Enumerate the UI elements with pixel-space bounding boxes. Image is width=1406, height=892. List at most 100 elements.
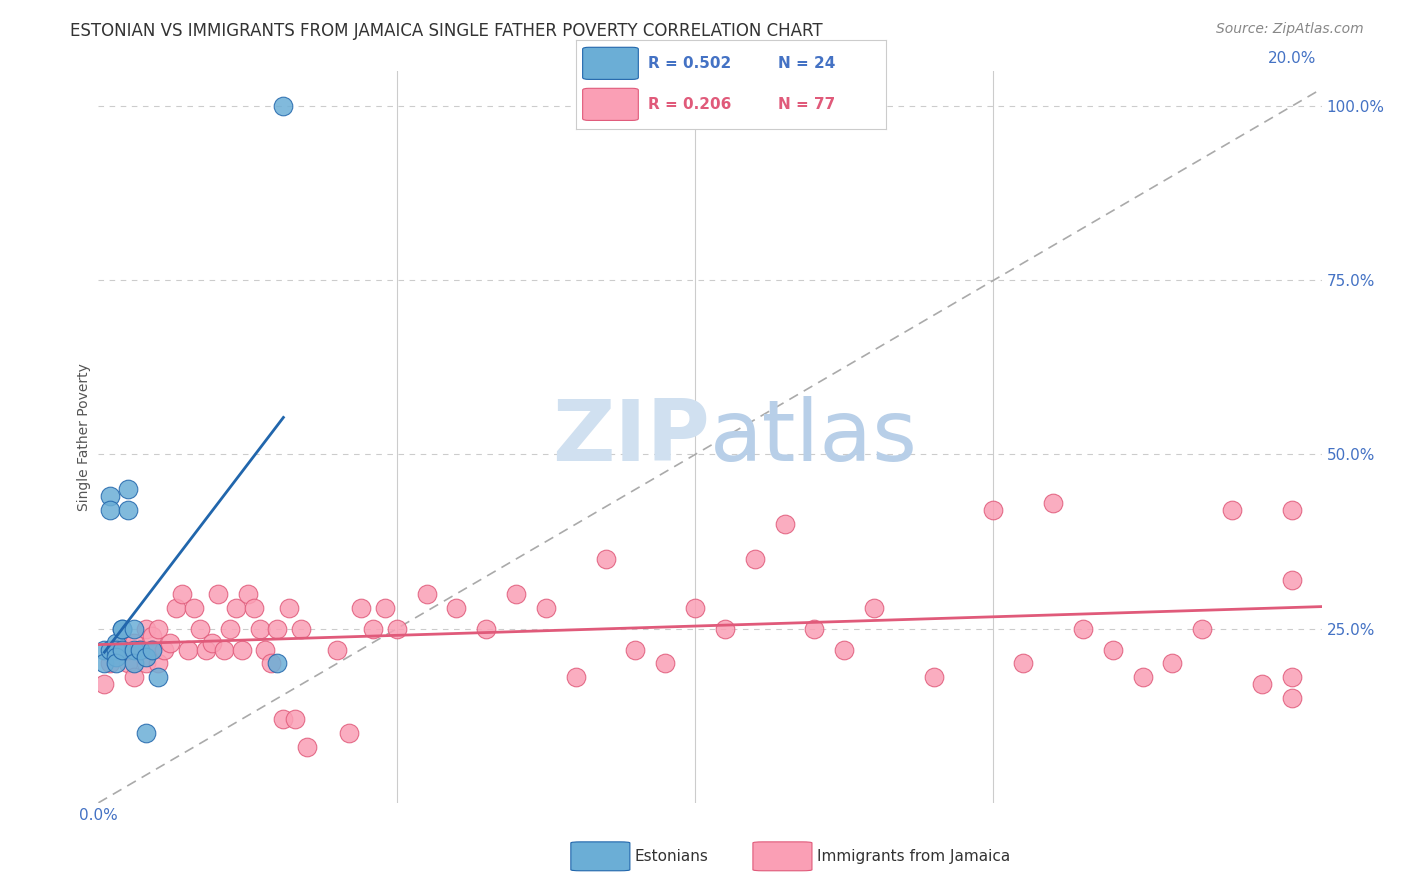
Point xyxy=(98,657,121,671)
Point xyxy=(98,503,121,517)
Point xyxy=(273,99,295,113)
Point xyxy=(983,503,1005,517)
Point xyxy=(129,642,152,657)
Text: Estonians: Estonians xyxy=(636,849,709,863)
Point xyxy=(105,635,128,649)
Text: R = 0.206: R = 0.206 xyxy=(648,97,731,112)
Text: R = 0.502: R = 0.502 xyxy=(648,56,731,70)
Point xyxy=(207,587,229,601)
Point xyxy=(111,635,134,649)
Point xyxy=(361,622,384,636)
FancyBboxPatch shape xyxy=(754,842,813,871)
Point xyxy=(654,657,676,671)
Point xyxy=(141,642,163,657)
Text: atlas: atlas xyxy=(710,395,918,479)
Point xyxy=(415,587,437,601)
Point xyxy=(122,670,145,684)
Point xyxy=(446,600,468,615)
Point xyxy=(683,600,706,615)
Point xyxy=(98,642,121,657)
Point xyxy=(111,642,134,657)
Point xyxy=(165,600,187,615)
Point xyxy=(117,657,139,671)
Point xyxy=(1281,573,1303,587)
Point xyxy=(135,657,157,671)
Point xyxy=(135,622,157,636)
Point xyxy=(290,622,312,636)
Point xyxy=(111,622,134,636)
Point xyxy=(146,657,169,671)
Point xyxy=(122,642,145,657)
Text: ZIP: ZIP xyxy=(553,395,710,479)
Point xyxy=(194,642,217,657)
Point xyxy=(105,649,128,664)
Point xyxy=(177,642,200,657)
Point xyxy=(534,600,557,615)
Point xyxy=(1281,670,1303,684)
Point xyxy=(225,600,247,615)
FancyBboxPatch shape xyxy=(571,842,630,871)
Point xyxy=(105,657,128,671)
Point xyxy=(266,622,288,636)
Point xyxy=(773,517,796,532)
Point xyxy=(1281,691,1303,706)
Point xyxy=(105,642,128,657)
Point xyxy=(122,622,145,636)
Point xyxy=(266,657,288,671)
Point xyxy=(832,642,855,657)
Point xyxy=(188,622,211,636)
Point xyxy=(1281,503,1303,517)
Point xyxy=(374,600,396,615)
Point xyxy=(1101,642,1123,657)
Point xyxy=(117,642,139,657)
Point xyxy=(297,740,319,755)
Point xyxy=(475,622,498,636)
Point xyxy=(170,587,193,601)
Point xyxy=(201,635,224,649)
Point xyxy=(624,642,647,657)
Point xyxy=(135,649,157,664)
Point xyxy=(337,726,360,740)
Point xyxy=(122,657,145,671)
Point xyxy=(105,642,128,657)
Point xyxy=(803,622,825,636)
Point xyxy=(153,642,176,657)
Point xyxy=(242,600,264,615)
Point xyxy=(595,552,617,566)
Point xyxy=(141,629,163,643)
Point xyxy=(111,622,134,636)
Point xyxy=(385,622,408,636)
Text: N = 24: N = 24 xyxy=(778,56,835,70)
Point xyxy=(744,552,766,566)
Point xyxy=(117,483,139,497)
FancyBboxPatch shape xyxy=(582,88,638,120)
Text: Source: ZipAtlas.com: Source: ZipAtlas.com xyxy=(1216,22,1364,37)
Point xyxy=(1251,677,1274,691)
Text: ESTONIAN VS IMMIGRANTS FROM JAMAICA SINGLE FATHER POVERTY CORRELATION CHART: ESTONIAN VS IMMIGRANTS FROM JAMAICA SING… xyxy=(70,22,823,40)
Point xyxy=(249,622,271,636)
Point xyxy=(273,712,295,726)
Point xyxy=(1042,496,1064,510)
Point xyxy=(278,600,301,615)
Point xyxy=(1012,657,1035,671)
Point xyxy=(565,670,588,684)
Point xyxy=(1071,622,1094,636)
Text: Immigrants from Jamaica: Immigrants from Jamaica xyxy=(817,849,1010,863)
Point xyxy=(141,642,163,657)
Point xyxy=(183,600,205,615)
Point xyxy=(326,642,349,657)
Point xyxy=(236,587,259,601)
Point xyxy=(1132,670,1154,684)
Point xyxy=(254,642,277,657)
Point xyxy=(98,489,121,503)
Point xyxy=(159,635,181,649)
Point xyxy=(1191,622,1213,636)
Point xyxy=(231,642,253,657)
Point xyxy=(93,642,115,657)
Point xyxy=(93,677,115,691)
Text: N = 77: N = 77 xyxy=(778,97,835,112)
Point xyxy=(212,642,235,657)
Point xyxy=(93,657,115,671)
Point xyxy=(122,635,145,649)
Point xyxy=(922,670,945,684)
